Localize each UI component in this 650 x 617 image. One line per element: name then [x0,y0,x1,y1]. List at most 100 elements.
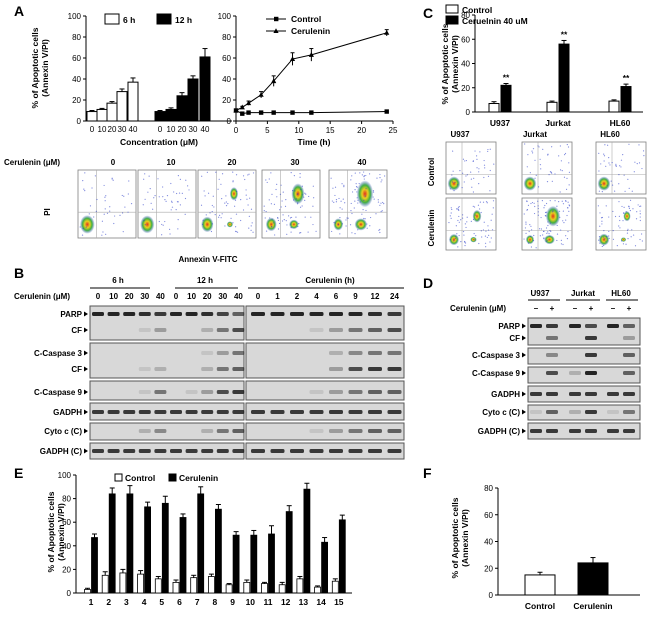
flow-c-cerulenin-u937-dot [474,239,476,241]
blot-b-band [387,312,402,316]
flow-c-cerulenin-hl60-dot [605,205,607,207]
blot-b-band [232,312,245,316]
e-legend-label-1: Cerulenin [179,473,218,483]
flow-a-plot-40-dot [341,223,344,225]
blot-d-row-arrow-icon [522,370,526,376]
a1-ytick-label: 40 [72,75,81,84]
flow-c-cerulenin-hl60-dot [632,234,635,236]
flow-a-plot-40-dot [339,233,341,235]
flow-c-col-jurkat: Jurkat [523,130,547,139]
flow-a-plot-10-dot [170,182,172,185]
flow-c-cerulenin-u937-dot [450,212,452,214]
flow-a-conc-0: 0 [111,158,116,167]
a1-ytick-label: 0 [77,117,82,126]
flow-a-plot-40-dot [332,187,334,189]
flow-c-cerulenin-hl60-dot [639,238,641,241]
flow-a-plot-40-dot [351,175,353,177]
flow-c-cerulenin-u937-dot [453,240,455,242]
blot-d-band [607,429,619,433]
blot-b-band [368,351,382,355]
flow-a-plot-40-population-late [356,180,374,208]
flow-c-cerulenin-hl60-dot [636,211,638,213]
f-bar-cerulenin [577,562,609,596]
c-legend-label-1: Ceruelnin 40 uM [462,16,528,26]
flow-a-plot-20-dot [242,209,245,211]
flow-a-plot-0-dot [105,233,107,235]
f-ytick-label: 40 [484,538,493,547]
flow-a-plot-40-dot [383,203,385,205]
flow-a-plot-20-dot [250,225,252,227]
flow-c-cerulenin-hl60-dot [612,210,614,213]
a2-point-cerulenin [308,52,314,57]
flow-a-plot-40-dot [351,191,354,193]
e-xtick-label-10: 10 [246,597,256,607]
flow-c-cerulenin-jurkat-dot [544,211,547,214]
flow-c-control-jurkat-dot [559,145,561,147]
e-bar-cerulenin-14 [321,541,329,594]
chart-f-bar: 0 20 40 60 80 % of Apoptotic cells (Annexin V/… [450,484,640,611]
blot-b-row-arrow-icon [84,311,88,317]
blot-d-row-arrow-icon [522,335,526,341]
flow-c-cerulenin-jurkat-population-early [544,234,555,245]
flow-a-plot-0-dot [81,234,84,236]
flow-c-cerulenin-u937-dot [477,204,480,206]
flow-c-cerulenin-u937-dot [477,218,479,220]
flow-a-plot-30-dot [297,203,299,205]
flow-c-cerulenin-hl60-dot [601,220,603,222]
a2-point-control [246,110,251,115]
flow-a-plot-40-dot [340,200,342,202]
flow-a-plot-20-dot [240,199,242,201]
flow-a-plot-20-dot [211,210,213,213]
flow-a-plot-40-dot [380,202,382,204]
flow-c-cerulenin-jurkat-dot [545,202,548,205]
flow-a-plot-40-dot [359,172,361,174]
flow-a-plot-30-dot [304,192,306,194]
c-bar-control-hl60 [608,100,620,113]
flow-a-plot-40-dot [365,174,367,177]
flow-a-plot-40-dot [366,227,368,229]
flow-c-control-hl60-dot [615,163,617,165]
flow-a-plot-0-dot [82,227,84,230]
blot-d-sign: + [589,304,594,313]
flow-a-plot-10-dot [164,220,166,223]
flow-c-control-u937-dot [487,150,489,153]
flow-c-cerulenin-jurkat-dot [556,205,558,207]
blot-d-band [546,410,558,414]
a2-ytick-label: 80 [222,33,231,42]
flow-a-plot-40 [328,169,388,239]
flow-c-cerulenin-hl60-dot [639,216,641,218]
blot-b-band [329,429,343,433]
flow-a-plot-40-dot [364,218,366,220]
blot-b-band [348,351,363,355]
c-xtick-label-u937: U937 [490,118,511,128]
flow-a-plot-30-dot [307,231,309,233]
flow-a-plot-40-dot [379,231,381,234]
blot-d-row-arrow-icon [522,323,526,329]
flow-c-control-u937-dot [449,188,451,190]
flow-a-plot-20-dot [246,198,248,200]
a1-xlabel: Concentration (μM) [120,137,198,147]
blot-b-band [216,328,229,332]
flow-c-control-u937-dot [462,172,464,174]
flow-c-cerulenin-u937-dot [484,242,487,244]
flow-c-cerulenin-u937-dot [483,221,485,223]
flow-a-plot-10-dot [179,204,181,206]
a1-legend-swatch-1 [156,13,172,25]
e-bar-cerulenin-2 [108,493,116,594]
blot-d-membrane-0 [527,317,641,346]
flow-a-plot-40-dot [379,173,381,176]
a2-xtick-label: 15 [326,126,335,135]
blot-d-band [546,429,558,433]
flow-c-control-jurkat-dot [527,154,529,156]
a2-ytick-label: 100 [218,12,232,21]
flow-a-plot-0-dot [119,214,121,217]
flow-c-control-u937-dot [489,190,491,192]
blot-b-band [170,312,182,316]
flow-c-cerulenin-jurkat-dot [533,234,535,237]
flow-c-cerulenin-hl60-dot [627,237,629,240]
flow-c-control-hl60-dot [631,190,633,192]
flow-a-plot-0-dot [109,206,111,208]
e-ytick-label: 0 [67,589,72,598]
blot-b-band [170,410,182,414]
flow-a-plot-30-dot [290,172,292,174]
